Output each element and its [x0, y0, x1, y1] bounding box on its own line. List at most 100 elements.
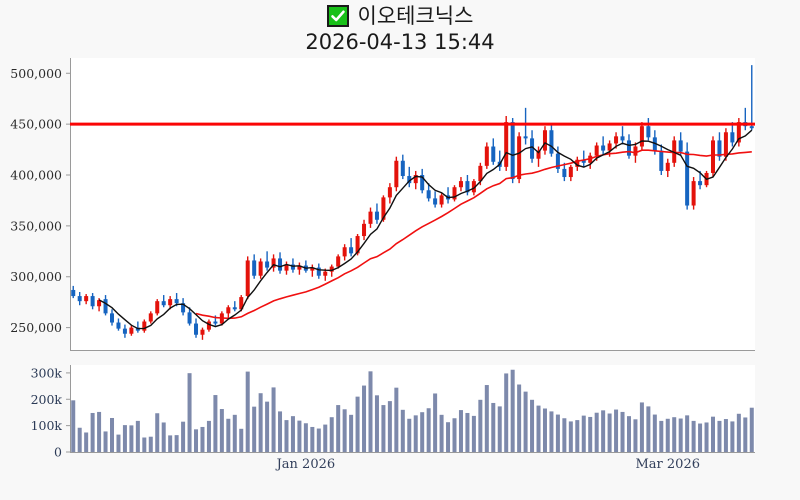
candle-body [659, 150, 664, 171]
ma-long-line [195, 149, 752, 320]
candle-body [278, 258, 283, 271]
volume-bar [620, 411, 625, 452]
candle-body [685, 151, 690, 206]
candle-body [368, 211, 373, 224]
volume-bar [316, 428, 321, 452]
candle-body [155, 301, 160, 314]
candle-body [549, 130, 554, 154]
volume-bar [394, 387, 399, 452]
page-title: 이오테크닉스 [357, 3, 474, 28]
volume-bar [90, 412, 95, 452]
volume-bar [601, 410, 606, 452]
volume-bar [730, 421, 735, 452]
candle-body [420, 175, 425, 191]
volume-bar [446, 422, 451, 452]
volume-bar [213, 395, 218, 452]
candle-body [290, 264, 295, 270]
candle-body [491, 146, 496, 162]
candle-body [394, 160, 399, 188]
candle-body [413, 175, 418, 184]
candle-body [110, 313, 115, 323]
candle-body [316, 267, 321, 276]
price-y-axis-ticks: 250,000 300,000 350,000 400,000 450,000 500,0… [10, 66, 70, 335]
candle-body [594, 145, 599, 156]
candle-body [84, 296, 89, 302]
volume-bar [465, 412, 470, 452]
volume-bar [736, 413, 741, 452]
volume-bar [116, 434, 121, 452]
volume-bar [258, 393, 263, 452]
volume-bar [749, 407, 754, 452]
volume-bar [420, 412, 425, 452]
candle-body [555, 153, 560, 169]
candle-body [168, 299, 173, 306]
candle-body [458, 181, 463, 188]
candle-body [665, 162, 670, 171]
volume-bar [517, 384, 522, 452]
candle-body [329, 266, 334, 272]
volume-bar [271, 387, 276, 452]
candle-body [426, 190, 431, 199]
candle-body [265, 261, 270, 268]
title-row: 이오테크닉스 [0, 2, 800, 30]
candle-body [310, 267, 315, 271]
candle-body [678, 140, 683, 152]
candle-body [633, 146, 638, 156]
volume-bar [342, 409, 347, 452]
candle-body [97, 300, 102, 307]
volume-bar [723, 419, 728, 452]
candle-body [510, 122, 515, 180]
volume-bar [155, 413, 160, 452]
volume-bar [278, 411, 283, 452]
volume-bar [549, 411, 554, 452]
volume-bar [161, 422, 166, 452]
volume-bar [226, 418, 231, 452]
price-panel-background [70, 58, 755, 350]
volume-bar [349, 414, 354, 452]
ma-short-line [98, 129, 753, 330]
candle-body [568, 166, 573, 178]
candle-body [232, 307, 237, 310]
volume-y-tick-label: 200k [31, 392, 63, 407]
volume-bar [265, 401, 270, 452]
volume-bar [129, 425, 134, 452]
price-y-tick-label: 250,000 [10, 320, 62, 335]
candle-body [77, 296, 82, 302]
candle-body [581, 159, 586, 163]
candle-body [620, 136, 625, 141]
candle-body [400, 160, 405, 177]
volume-bar [413, 415, 418, 452]
candle-body [284, 264, 289, 271]
volume-bar [581, 415, 586, 452]
volume-axis-spine [70, 365, 755, 453]
candle-body [614, 136, 619, 144]
volume-bar [122, 425, 127, 452]
volume-bar [633, 419, 638, 452]
volume-bar [387, 401, 392, 452]
volume-bar [652, 414, 657, 452]
volume-bar [614, 409, 619, 452]
candle-body [517, 136, 522, 180]
candle-body [71, 289, 76, 297]
candle-body [181, 303, 186, 313]
candle-body [142, 321, 147, 331]
candle-body [342, 247, 347, 257]
candle-body [116, 322, 121, 329]
candle-body [710, 140, 715, 173]
candle-body [323, 271, 328, 276]
check-icon[interactable] [326, 5, 349, 27]
timestamp-label: 2026-04-13 15:44 [305, 30, 495, 54]
candle-body [387, 187, 392, 198]
volume-bar [355, 396, 360, 452]
volume-bar [452, 418, 457, 452]
volume-bar [678, 418, 683, 452]
volume-bar [530, 399, 535, 452]
volume-bar [97, 411, 102, 452]
volume-bar [523, 391, 528, 452]
candle-body [297, 265, 302, 270]
volume-bar [284, 420, 289, 452]
volume-bar [542, 408, 547, 452]
price-y-tick-label: 500,000 [10, 66, 62, 81]
candle-body [122, 328, 127, 334]
